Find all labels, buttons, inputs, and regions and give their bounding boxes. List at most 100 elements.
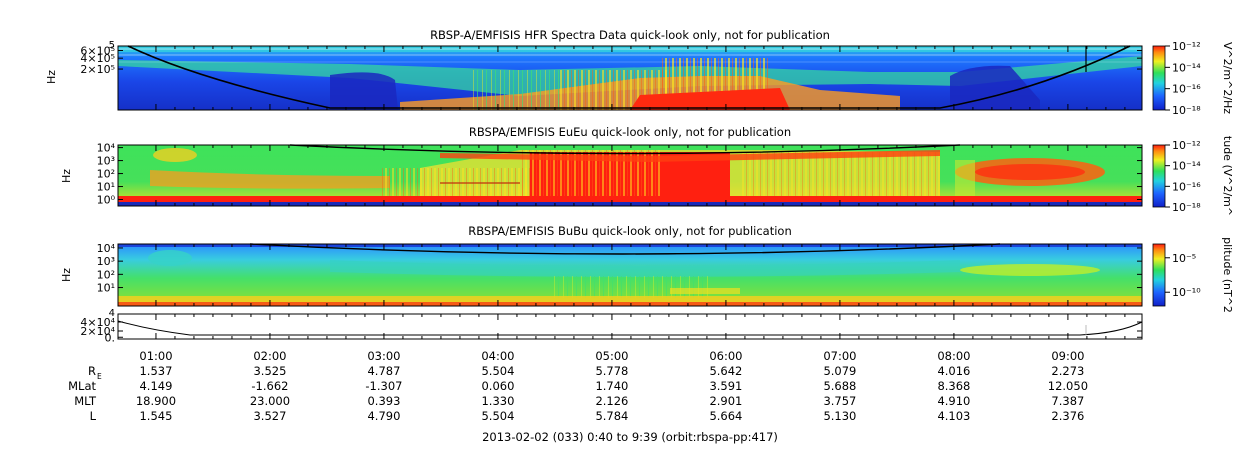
y-tick-label: 10⁴ bbox=[97, 242, 116, 255]
y-tick-label: 10⁰ bbox=[97, 194, 116, 207]
ephemeris-value: 4.790 bbox=[367, 409, 400, 423]
y-tick-label: 10² bbox=[97, 268, 115, 281]
ephemeris-value: 3.525 bbox=[253, 364, 286, 378]
ephemeris-value: 5.778 bbox=[595, 364, 628, 378]
colorbar-tick-label: 10⁻¹⁶ bbox=[1172, 180, 1201, 193]
bubu-y-label: Hz bbox=[60, 268, 73, 282]
ephemeris-value: 5.664 bbox=[709, 409, 742, 423]
ephemeris-value: 4.910 bbox=[937, 394, 970, 408]
ephemeris-row-subscript: E bbox=[97, 372, 102, 381]
y-tick-label: 10³ bbox=[97, 155, 115, 168]
hfr-colorbar-label: V^2/m^2/Hz bbox=[1221, 42, 1234, 114]
colorbar-tick-label: 10⁻¹⁸ bbox=[1172, 104, 1201, 117]
ephemeris-value: 5.130 bbox=[823, 409, 856, 423]
ephemeris-value: 5.504 bbox=[481, 364, 514, 378]
ephemeris-row-label: L bbox=[90, 409, 97, 423]
y-tick-label-top: 5 bbox=[109, 40, 115, 51]
bubu-colorbar-label: plitude (nT^2 bbox=[1221, 237, 1234, 313]
ephemeris-value: 1.537 bbox=[139, 364, 172, 378]
eueu-colorbar bbox=[1152, 144, 1166, 208]
ephemeris-value: 3.591 bbox=[709, 379, 742, 393]
time-tick-label: 06:00 bbox=[709, 349, 742, 363]
colorbar-tick-label: 10⁻¹⁴ bbox=[1172, 160, 1201, 173]
time-tick-label: 05:00 bbox=[595, 349, 628, 363]
colorbar-tick-label: 10⁻¹⁴ bbox=[1172, 61, 1201, 74]
ephemeris-value: 5.079 bbox=[823, 364, 856, 378]
ephemeris-value: 1.330 bbox=[481, 394, 514, 408]
colorbar-tick-label: 10⁻¹² bbox=[1172, 40, 1201, 53]
hfr-colorbar-ticks: 10⁻¹² 10⁻¹⁴ 10⁻¹⁶ 10⁻¹⁸ bbox=[1165, 40, 1201, 117]
time-tick-label: 04:00 bbox=[481, 349, 514, 363]
time-tick-label: 08:00 bbox=[937, 349, 970, 363]
hfr-y-label: Hz bbox=[45, 70, 58, 84]
ephemeris-value: 5.784 bbox=[595, 409, 628, 423]
ephemeris-row-label: MLT bbox=[74, 394, 97, 408]
ephemeris-value: 12.050 bbox=[1048, 379, 1088, 393]
bubu-colorbar bbox=[1152, 243, 1166, 307]
y-tick-label: 10³ bbox=[97, 255, 115, 268]
y-tick-label: 10¹ bbox=[97, 181, 115, 194]
ephemeris-value: 3.757 bbox=[823, 394, 856, 408]
ephemeris-row-label: R bbox=[88, 364, 96, 378]
ephemeris-value: -1.307 bbox=[365, 379, 402, 393]
eueu-colorbar-ticks: 10⁻¹² 10⁻¹⁴ 10⁻¹⁶ 10⁻¹⁸ bbox=[1165, 139, 1201, 214]
hfr-panel-title: RBSP-A/EMFISIS HFR Spectra Data quick-lo… bbox=[430, 28, 830, 42]
time-tick-label: 09:00 bbox=[1051, 349, 1084, 363]
eueu-y-label: Hz bbox=[60, 169, 73, 183]
colorbar-tick-label: 10⁻¹⁶ bbox=[1172, 83, 1201, 96]
ephemeris-value: 4.103 bbox=[937, 409, 970, 423]
ephemeris-value: 3.527 bbox=[253, 409, 286, 423]
bubu-spectrogram-panel: RBSPA/EMFISIS BuBu quick-look only, not … bbox=[60, 224, 1234, 313]
y-tick-label: 4×10⁴ bbox=[80, 316, 115, 329]
ephemeris-value: 2.376 bbox=[1051, 409, 1084, 423]
y-tick-label: 10² bbox=[97, 168, 115, 181]
hfr-spectrogram-panel: RBSP-A/EMFISIS HFR Spectra Data quick-lo… bbox=[45, 28, 1234, 117]
ephemeris-value: 23.000 bbox=[250, 394, 290, 408]
time-axis-labels: 01:00 02:00 03:00 04:00 05:00 06:00 07:00 08:00… bbox=[139, 349, 1084, 363]
ephemeris-value: 7.387 bbox=[1051, 394, 1084, 408]
bubu-spectrogram-image bbox=[118, 243, 1142, 306]
colorbar-tick-label: 10⁻¹⁰ bbox=[1172, 286, 1201, 299]
bubu-colorbar-ticks: 10⁻⁵ 10⁻¹⁰ bbox=[1165, 252, 1201, 299]
ephemeris-value: -1.662 bbox=[251, 379, 288, 393]
footer-caption: 2013-02-02 (033) 0:40 to 9:39 (orbit:rbs… bbox=[482, 430, 778, 444]
eueu-spectrogram-panel: RBSPA/EMFISIS EuEu quick-look only, not … bbox=[60, 125, 1234, 216]
ephemeris-value: 4.149 bbox=[139, 379, 172, 393]
hfr-spectrogram-image bbox=[118, 45, 1142, 110]
y-tick-label: 0. bbox=[105, 331, 116, 344]
y-tick-label: 10¹ bbox=[97, 282, 115, 295]
time-tick-label: 07:00 bbox=[823, 349, 856, 363]
y-tick-label: 2×10⁴ bbox=[80, 325, 115, 338]
ephemeris-value: 18.900 bbox=[136, 394, 176, 408]
time-tick-label: 01:00 bbox=[139, 349, 172, 363]
y-tick-label: 2×10⁵ bbox=[80, 63, 115, 76]
magnitude-line bbox=[117, 320, 1143, 336]
ephemeris-table: R E 1.537 3.525 4.787 5.504 5.778 5.642 5.079 4.0… bbox=[68, 364, 1088, 423]
time-tick-label: 03:00 bbox=[367, 349, 400, 363]
colorbar-tick-label: 10⁻¹⁸ bbox=[1172, 201, 1201, 214]
ephemeris-row-label: MLat bbox=[68, 379, 96, 393]
ephemeris-value: 0.060 bbox=[481, 379, 514, 393]
ephemeris-value: 5.504 bbox=[481, 409, 514, 423]
y-tick-label: 6×10⁵ bbox=[80, 44, 115, 57]
y-tick-label: 10⁴ bbox=[97, 142, 116, 155]
y-tick-label-top: 4 bbox=[109, 308, 115, 319]
ephemeris-value: 0.393 bbox=[367, 394, 400, 408]
ephemeris-value: 2.273 bbox=[1051, 364, 1084, 378]
colorbar-tick-label: 10⁻⁵ bbox=[1172, 252, 1196, 265]
ephemeris-value: 1.740 bbox=[595, 379, 628, 393]
eueu-spectrogram-image bbox=[118, 144, 1142, 206]
eueu-colorbar-label: tude (V^2/m^ bbox=[1221, 136, 1234, 216]
ephemeris-value: 4.787 bbox=[367, 364, 400, 378]
ephemeris-value: 1.545 bbox=[139, 409, 172, 423]
time-axis-ticks bbox=[155, 46, 1126, 339]
hfr-colorbar bbox=[1152, 45, 1166, 111]
time-tick-label: 02:00 bbox=[253, 349, 286, 363]
